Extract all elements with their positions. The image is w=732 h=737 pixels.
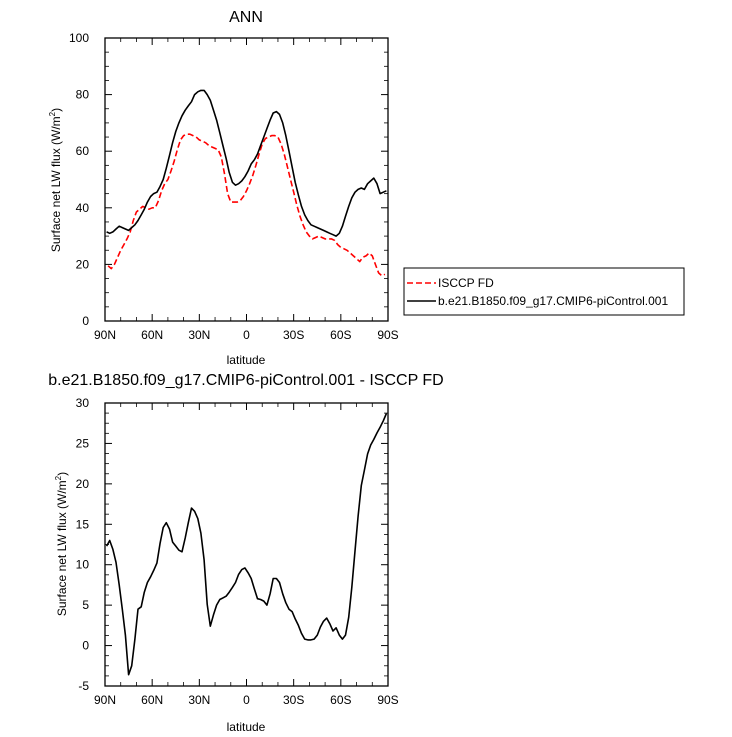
- y-axis-label: Surface net LW flux (W/m2): [54, 472, 69, 616]
- chart-title: ANN: [229, 9, 263, 26]
- legend-label-isccp: ISCCP FD: [438, 276, 494, 290]
- panel-bottom: b.e21.B1850.f09_g17.CMIP6-piControl.001 …: [48, 372, 443, 734]
- y-axis-label-sup: 2: [54, 475, 63, 480]
- x-tick-label: 30S: [283, 693, 304, 707]
- x-axis-label: latitude: [227, 720, 266, 734]
- y-tick-label: 5: [82, 598, 89, 612]
- x-axis-label: latitude: [227, 353, 266, 367]
- x-tick-label: 90S: [377, 693, 398, 707]
- y-tick-label: 0: [82, 639, 89, 653]
- x-tick-label: 90N: [94, 693, 116, 707]
- y-tick-label: 0: [82, 314, 89, 328]
- y-tick-label: 25: [76, 436, 90, 450]
- y-tick-label: 80: [76, 88, 90, 102]
- plot-frame: [104, 402, 389, 687]
- y-axis-label-close: ): [49, 108, 63, 112]
- series-line-1: [105, 413, 388, 676]
- tick-group: [104, 37, 389, 322]
- x-tick-label: 60S: [330, 328, 351, 342]
- x-tick-labels: 90N 60N 30N 0 30S 60S 90S: [94, 328, 399, 342]
- y-axis-label-close: ): [55, 472, 69, 476]
- x-tick-label: 30S: [283, 328, 304, 342]
- y-tick-label: 10: [76, 558, 90, 572]
- y-axis-label-main: Surface net LW flux (W/m: [55, 480, 69, 616]
- legend-label-model: b.e21.B1850.f09_g17.CMIP6-piControl.001: [438, 294, 668, 308]
- y-tick-label: 30: [76, 396, 90, 410]
- y-tick-labels: 0 20 40 60 80 100: [69, 31, 89, 328]
- x-tick-label: 90S: [377, 328, 398, 342]
- x-tick-label: 60S: [330, 693, 351, 707]
- series-line-2: [106, 89, 387, 237]
- legend: ISCCP FD b.e21.B1850.f09_g17.CMIP6-piCon…: [403, 267, 685, 316]
- x-tick-label: 0: [243, 693, 250, 707]
- y-axis-label: Surface net LW flux (W/m2): [48, 108, 63, 252]
- plot-frame: [104, 37, 389, 322]
- x-tick-label: 0: [243, 328, 250, 342]
- y-tick-label: 40: [76, 201, 90, 215]
- series-group: [105, 413, 388, 676]
- x-tick-label: 60N: [141, 693, 163, 707]
- series-group: [106, 89, 387, 277]
- chart-title: b.e21.B1850.f09_g17.CMIP6-piControl.001 …: [48, 372, 443, 389]
- legend-box: [403, 267, 685, 316]
- x-tick-label: 30N: [188, 693, 210, 707]
- y-tick-label: 60: [76, 144, 90, 158]
- tick-group: [104, 402, 389, 687]
- y-axis-label-main: Surface net LW flux (W/m: [49, 116, 63, 252]
- y-tick-labels: -5 0 5 10 15 20 25 30: [76, 396, 90, 693]
- y-tick-label: 20: [76, 477, 90, 491]
- series-line-1: [107, 133, 386, 277]
- x-tick-label: 30N: [188, 328, 210, 342]
- y-tick-label: 100: [69, 31, 89, 45]
- panel-top: ANN 90N 60N 30N 0 30S 60S 90S 0 20 40 60 80 100 lat…: [48, 9, 685, 367]
- y-tick-label: 20: [76, 257, 90, 271]
- y-tick-label: -5: [78, 679, 89, 693]
- x-tick-labels: 90N 60N 30N 0 30S 60S 90S: [94, 693, 399, 707]
- x-tick-label: 60N: [141, 328, 163, 342]
- y-axis-label-sup: 2: [48, 111, 57, 116]
- x-tick-label: 90N: [94, 328, 116, 342]
- y-tick-label: 15: [76, 517, 90, 531]
